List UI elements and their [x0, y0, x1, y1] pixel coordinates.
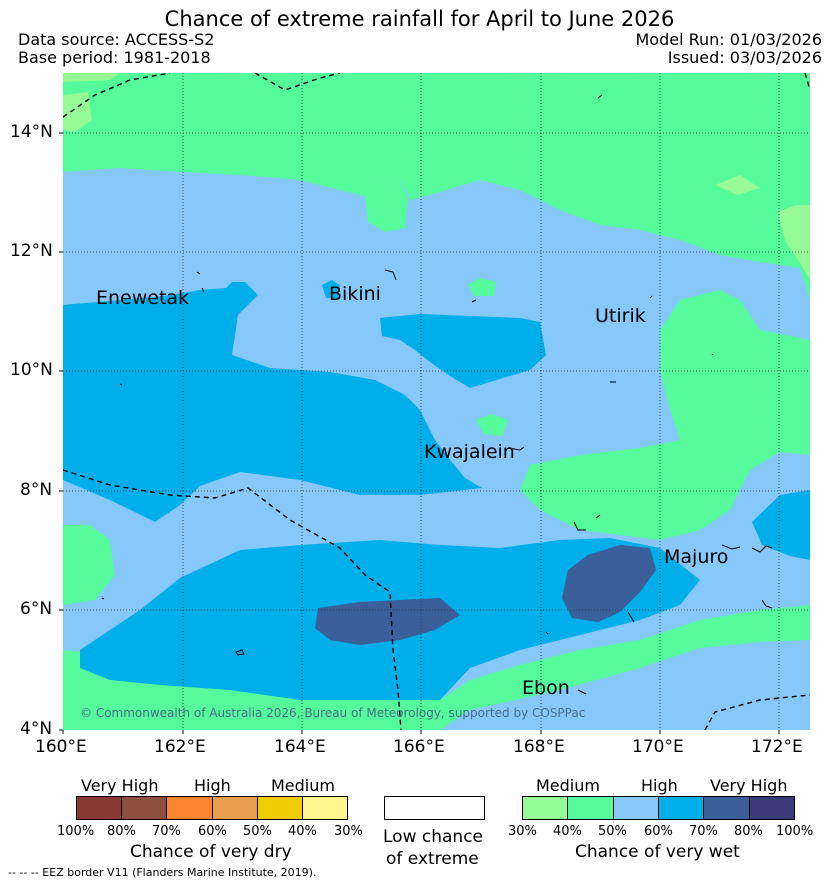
legend-dry-swatch	[256, 797, 302, 819]
eez-footnote: -- -- -- EEZ border V11 (Flanders Marine…	[8, 866, 317, 879]
legend-neutral-swatch	[384, 796, 485, 820]
lat-tick-label: 4°N	[20, 719, 53, 739]
legend-wet-swatch	[612, 797, 658, 819]
map-title: Chance of extreme rainfall for April to …	[164, 7, 675, 31]
legend-wet-tick: 50%	[598, 824, 627, 839]
zone-wet-60-70-central	[380, 314, 546, 388]
legend-dry-swatch	[77, 797, 122, 819]
lat-tick-label: 14°N	[10, 122, 53, 142]
lon-tick-label: 172°E	[751, 737, 803, 757]
map-field	[63, 73, 810, 730]
legend-dry-tick: 50%	[243, 824, 272, 839]
legend-wet-category: Medium	[536, 776, 600, 795]
legend-dry-tick: 80%	[107, 824, 136, 839]
legend-wet-swatch	[657, 797, 704, 819]
place-label-utirik: Utirik	[595, 305, 646, 327]
zone-wet-30-40-top	[63, 73, 120, 82]
legend-dry-tick: 100%	[57, 824, 95, 839]
legend-wet-tick: 70%	[689, 824, 718, 839]
lon-tick-label: 164°E	[274, 737, 326, 757]
legend-dry-tick: 30%	[334, 824, 363, 839]
legend-dry-category: High	[194, 776, 231, 795]
legend-dry-category: Medium	[271, 776, 335, 795]
lon-tick-label: 160°E	[35, 737, 87, 757]
lat-tick-label: 8°N	[20, 480, 53, 500]
zone-wet-70-80-majuro	[562, 545, 656, 622]
legend-neutral-line1: Low chance	[383, 827, 483, 847]
legend-wet-swatch	[703, 797, 749, 819]
legend-wet-swatch	[523, 797, 568, 819]
lon-tick-label: 166°E	[393, 737, 445, 757]
data-source: Data source: ACCESS-S2	[18, 30, 215, 49]
legend-dry-tick: 70%	[152, 824, 181, 839]
legend-dry-colorbar	[76, 796, 348, 820]
legend-dry-swatch	[211, 797, 257, 819]
legend-wet-tick: 40%	[553, 824, 582, 839]
zone-wet-30-40-ne1	[715, 175, 760, 195]
place-label-kwajalein: Kwajalein	[424, 441, 515, 463]
map-axis-ticks	[59, 132, 780, 734]
lon-tick-label: 168°E	[513, 737, 565, 757]
lat-tick-label: 6°N	[20, 599, 53, 619]
legend-neutral-line2: of extreme	[386, 849, 479, 869]
legend-wet-category: High	[641, 776, 678, 795]
legend-wet-tick: 80%	[734, 824, 763, 839]
legend-wet-swatch	[567, 797, 613, 819]
lon-tick-label: 170°E	[632, 737, 684, 757]
atoll-outlines	[101, 94, 773, 695]
legend-wet-tick: 60%	[644, 824, 673, 839]
eez-border	[63, 73, 810, 730]
base-period: Base period: 1981-2018	[18, 48, 211, 67]
zone-wet-30-40-ne2	[778, 205, 810, 280]
lon-tick-label: 162°E	[154, 737, 206, 757]
issued-date: Issued: 03/03/2026	[667, 48, 822, 67]
legend-wet-swatch	[748, 797, 794, 819]
legend-wet-title: Chance of very wet	[575, 842, 740, 862]
legend-wet-tick: 100%	[776, 824, 814, 839]
legend-dry-swatch	[301, 797, 348, 819]
zone-wet-60-70-west	[63, 282, 482, 522]
legend-dry-category: Very High	[81, 776, 159, 795]
model-run: Model Run: 01/03/2026	[635, 30, 823, 49]
zone-wet-30-40-nw	[63, 92, 92, 132]
place-label-enewetak: Enewetak	[96, 287, 190, 309]
place-label-ebon: Ebon	[522, 677, 570, 699]
legend-dry-tick: 40%	[288, 824, 317, 839]
legend-wet-category: Very High	[710, 776, 788, 795]
copyright-notice: © Commonwealth of Australia 2026, Bureau…	[80, 706, 586, 720]
legend-dry-tick: 60%	[198, 824, 227, 839]
legend-dry-swatch	[166, 797, 212, 819]
place-label-bikini: Bikini	[329, 283, 381, 305]
legend-wet-tick: 30%	[508, 824, 537, 839]
lat-tick-label: 10°N	[10, 360, 53, 380]
lat-tick-label: 12°N	[10, 241, 53, 261]
zone-wet-60-70-east	[752, 490, 810, 560]
legend-wet-colorbar	[522, 796, 795, 820]
place-label-majuro: Majuro	[664, 546, 729, 568]
legend-dry-swatch	[121, 797, 167, 819]
legend-dry-title: Chance of very dry	[130, 842, 292, 862]
